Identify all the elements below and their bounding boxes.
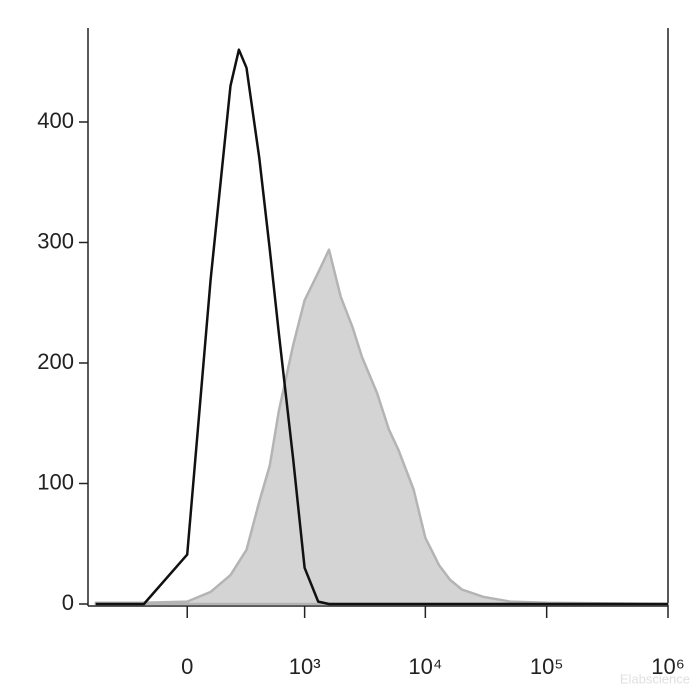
x-tick-label: 10³: [289, 654, 321, 679]
y-tick-label: 0: [62, 590, 74, 615]
histogram-line: [95, 48, 668, 606]
y-tick-label: 300: [37, 228, 74, 253]
y-tick-label: 100: [37, 469, 74, 494]
x-tick-label: 10⁴: [408, 654, 442, 679]
watermark: Elabscience: [620, 671, 690, 686]
x-tick-label: 0: [181, 654, 193, 679]
y-tick-label: 200: [37, 349, 74, 374]
x-tick-label: 10⁶: [651, 654, 685, 679]
y-tick-label: 400: [37, 108, 74, 133]
histogram-area: [94, 248, 670, 606]
x-tick-label: 10⁵: [530, 654, 564, 679]
